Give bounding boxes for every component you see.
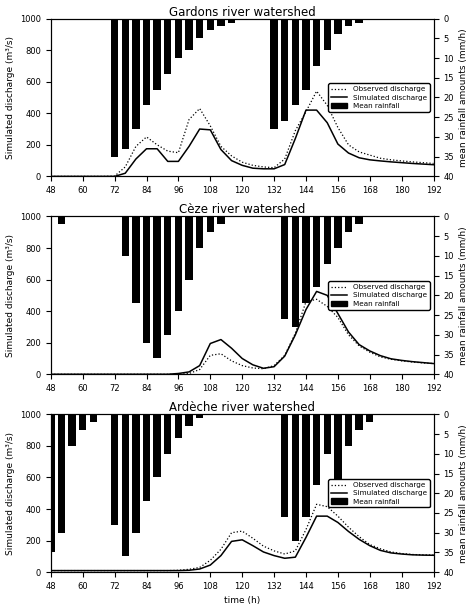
Bar <box>217 216 225 224</box>
Y-axis label: Simulated discharge (m³/s): Simulated discharge (m³/s) <box>6 234 15 357</box>
Bar <box>302 414 310 517</box>
Legend: Observed discharge, Simulated discharge, Mean rainfall: Observed discharge, Simulated discharge,… <box>328 281 430 310</box>
X-axis label: time (h): time (h) <box>224 596 260 606</box>
Bar <box>132 18 140 129</box>
Bar <box>302 216 310 303</box>
Bar <box>111 18 118 156</box>
Bar <box>154 216 161 359</box>
Y-axis label: mean rainfall amounts (mm/h): mean rainfall amounts (mm/h) <box>459 424 468 563</box>
Bar <box>143 18 150 105</box>
Bar <box>111 414 118 525</box>
Bar <box>185 18 193 50</box>
Bar <box>366 414 374 422</box>
Bar <box>324 414 331 454</box>
Bar <box>58 414 65 533</box>
Bar <box>334 18 342 34</box>
Bar <box>132 414 140 533</box>
Bar <box>345 414 352 446</box>
Bar <box>217 18 225 26</box>
Bar <box>324 216 331 264</box>
Bar <box>68 414 76 446</box>
Bar <box>58 216 65 224</box>
Bar <box>79 414 86 430</box>
Legend: Observed discharge, Simulated discharge, Mean rainfall: Observed discharge, Simulated discharge,… <box>328 83 430 112</box>
Y-axis label: mean rainfall amounts (mm/h): mean rainfall amounts (mm/h) <box>459 226 468 365</box>
Bar <box>132 216 140 303</box>
Bar <box>196 216 203 248</box>
Bar <box>334 216 342 248</box>
Bar <box>164 18 172 74</box>
Bar <box>302 18 310 90</box>
Bar <box>207 18 214 31</box>
Bar <box>154 414 161 477</box>
Bar <box>313 18 320 66</box>
Title: Ardèche river watershed: Ardèche river watershed <box>169 401 315 414</box>
Bar <box>185 216 193 280</box>
Bar <box>334 414 342 493</box>
Title: Gardons river watershed: Gardons river watershed <box>169 5 316 18</box>
Bar <box>281 18 289 121</box>
Bar <box>345 216 352 232</box>
Bar <box>164 414 172 454</box>
Bar <box>121 414 129 557</box>
Bar <box>345 18 352 26</box>
Bar <box>143 216 150 343</box>
Bar <box>356 414 363 430</box>
Bar <box>292 414 299 541</box>
Y-axis label: mean rainfall amounts (mm/h): mean rainfall amounts (mm/h) <box>459 28 468 167</box>
Bar <box>356 18 363 23</box>
Bar <box>185 414 193 426</box>
Title: Cèze river watershed: Cèze river watershed <box>179 203 305 216</box>
Bar <box>164 216 172 335</box>
Bar <box>281 216 289 319</box>
Bar <box>228 18 235 23</box>
Legend: Observed discharge, Simulated discharge, Mean rainfall: Observed discharge, Simulated discharge,… <box>328 479 430 507</box>
Bar <box>196 414 203 419</box>
Bar <box>175 414 182 438</box>
Bar <box>292 18 299 105</box>
Bar <box>121 216 129 256</box>
Bar <box>121 18 129 148</box>
Y-axis label: Simulated discharge (m³/s): Simulated discharge (m³/s) <box>6 36 15 159</box>
Bar <box>281 414 289 517</box>
Bar <box>175 18 182 58</box>
Bar <box>313 216 320 287</box>
Bar <box>47 414 55 552</box>
Y-axis label: Simulated discharge (m³/s): Simulated discharge (m³/s) <box>6 432 15 555</box>
Bar <box>270 18 278 129</box>
Bar <box>90 414 97 422</box>
Bar <box>313 414 320 485</box>
Bar <box>324 18 331 50</box>
Bar <box>143 414 150 501</box>
Bar <box>154 18 161 90</box>
Bar <box>292 216 299 327</box>
Bar <box>175 216 182 311</box>
Bar <box>196 18 203 38</box>
Bar <box>356 216 363 224</box>
Bar <box>207 216 214 232</box>
